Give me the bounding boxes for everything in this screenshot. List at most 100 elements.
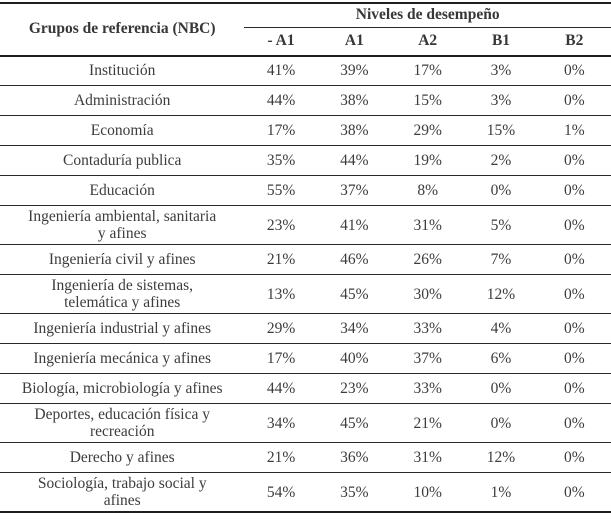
row-label: Biología, microbiología y afines [21,380,223,397]
value-cell: 0% [563,350,585,367]
value-cell: 39% [340,62,369,80]
value-cell: 37% [413,350,442,367]
value-cell: 0% [563,92,585,109]
value-cell: 31% [413,216,442,234]
table-body: Institución 41% 39% 17% 3% 0% Administra… [0,56,611,513]
value-cell: 29% [266,320,296,337]
value-cell: 41% [340,216,369,234]
value-cell: 13% [266,285,296,303]
column-header-b2: B2 [537,27,611,57]
value-cell: 15% [413,92,442,109]
group-header-row: Grupos de referencia (NBC) Niveles de de… [0,3,611,57]
table-row: Ingeniería civil y afines 21% 46% 26% 7%… [0,245,611,275]
table-row: Sociología, trabajo social y afines 54% … [0,473,611,513]
value-cell: 1% [490,483,512,501]
value-cell: 23% [340,380,369,397]
value-cell: 35% [340,483,369,501]
performance-levels-table: Grupos de referencia (NBC) Niveles de de… [0,2,611,513]
value-cell: 15% [486,122,516,139]
row-label: Ingeniería industrial y afines [33,320,212,337]
column-header-minus-a1: - A1 [244,27,318,57]
value-cell: 31% [413,449,442,466]
value-cell: 3% [490,62,512,80]
value-cell: 19% [413,152,442,169]
value-cell: 0% [563,285,585,303]
table-header: Grupos de referencia (NBC) Niveles de de… [0,3,611,57]
row-label: Administración [73,92,171,109]
table-row: Administración 44% 38% 15% 3% 0% [0,86,611,116]
value-cell: 55% [266,182,296,199]
value-cell: 40% [340,350,369,367]
value-cell: 45% [340,414,369,432]
row-label: Deportes, educación física y recreación [34,406,210,440]
value-cell: 5% [490,216,512,234]
value-cell: 44% [266,92,296,109]
table-row: Deportes, educación física y recreación … [0,404,611,443]
value-cell: 17% [266,122,296,139]
value-cell: 17% [413,62,442,80]
value-cell: 1% [563,122,585,139]
value-cell: 0% [563,62,585,80]
table-row: Derecho y afines 21% 36% 31% 12% 0% [0,443,611,473]
value-cell: 29% [413,122,442,139]
table-row: Ingeniería de sistemas, telemática y afi… [0,275,611,314]
column-header-a2: A2 [391,27,465,57]
value-cell: 46% [340,251,369,268]
value-cell: 38% [340,92,369,109]
table-row: Ingeniería ambiental, sanitaria y afines… [0,206,611,245]
table-row: Institución 41% 39% 17% 3% 0% [0,56,611,86]
value-cell: 36% [340,449,369,466]
row-label: Institución [89,62,156,80]
value-cell: 35% [266,152,296,169]
value-cell: 54% [266,483,296,501]
table-row: Economía 17% 38% 29% 15% 1% [0,116,611,146]
table-row: Ingeniería industrial y afines 29% 34% 3… [0,314,611,344]
value-cell: 33% [413,380,442,397]
row-label: Ingeniería de sistemas, telemática y afi… [51,277,193,311]
row-label: Sociología, trabajo social y afines [37,475,207,509]
value-cell: 0% [490,380,512,397]
value-cell: 0% [563,380,585,397]
value-cell: 30% [413,285,442,303]
value-cell: 10% [413,483,442,501]
value-cell: 41% [266,62,296,80]
row-label: Contaduría publica [63,152,182,169]
column-header-a1: A1 [317,27,392,57]
value-cell: 44% [266,380,296,397]
value-cell: 33% [413,320,442,337]
value-cell: 37% [340,182,369,199]
row-label: Educación [89,182,155,199]
value-cell: 17% [266,350,296,367]
table-row: Ingeniería mecánica y afines 17% 40% 37%… [0,344,611,374]
value-cell: 44% [340,152,369,169]
value-cell: 0% [563,152,585,169]
value-cell: 26% [413,251,442,268]
value-cell: 2% [490,152,512,169]
value-cell: 34% [266,414,296,432]
row-label: Economía [90,122,154,139]
value-cell: 0% [563,182,585,199]
value-cell: 34% [340,320,369,337]
value-cell: 0% [563,251,585,268]
value-cell: 21% [266,251,296,268]
row-label: Derecho y afines [69,449,175,466]
value-cell: 6% [490,350,512,367]
value-cell: 0% [563,414,585,432]
value-cell: 12% [486,449,516,466]
value-cell: 8% [417,182,439,199]
value-cell: 7% [490,251,512,268]
level-header-row: - A1 A1 A2 B1 B2 [0,27,611,57]
row-label: Ingeniería civil y afines [48,251,196,268]
performance-levels-group-header: Niveles de desempeño [244,3,611,28]
table-row: Educación 55% 37% 8% 0% 0% [0,176,611,206]
value-cell: 0% [563,216,585,234]
value-cell: 21% [266,449,296,466]
value-cell: 38% [340,122,369,139]
value-cell: 4% [490,320,512,337]
value-cell: 0% [563,320,585,337]
value-cell: 45% [340,285,369,303]
table-row: Biología, microbiología y afines 44% 23%… [0,374,611,404]
column-header-b1: B1 [464,27,538,57]
value-cell: 23% [266,216,296,234]
